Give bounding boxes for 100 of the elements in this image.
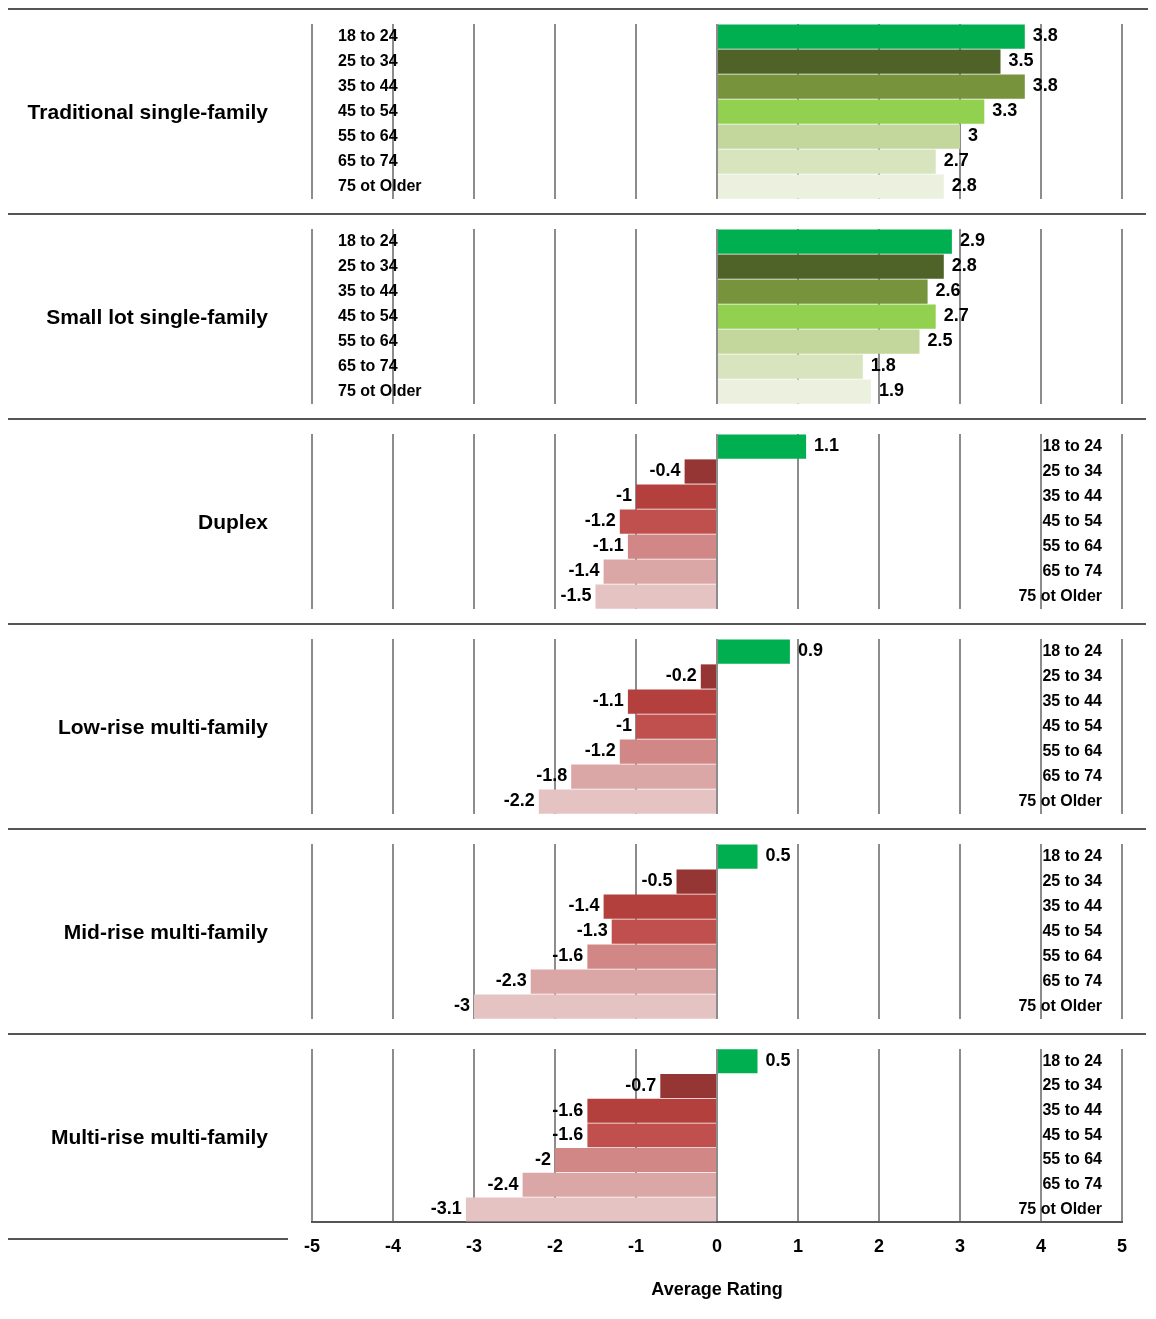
data-label: 2.8 bbox=[951, 175, 977, 196]
bar bbox=[718, 49, 1001, 74]
y-tick-label: 18 to 24 bbox=[338, 231, 398, 249]
y-tick-label: 35 to 44 bbox=[1042, 896, 1103, 914]
data-label: -1.4 bbox=[568, 560, 600, 581]
bar bbox=[718, 124, 960, 149]
y-tick-label: 25 to 34 bbox=[1042, 666, 1103, 684]
data-label: -0.4 bbox=[649, 460, 681, 481]
y-tick-label: 25 to 34 bbox=[1042, 1076, 1103, 1094]
data-label: -1.6 bbox=[552, 1099, 584, 1120]
bar bbox=[718, 329, 920, 354]
y-tick-label: 75 ot Older bbox=[1018, 996, 1102, 1014]
y-tick-label: 55 to 64 bbox=[1042, 741, 1103, 759]
bar bbox=[718, 379, 871, 404]
data-label: 1.1 bbox=[814, 435, 840, 456]
y-tick-label: 35 to 44 bbox=[1042, 691, 1103, 709]
x-tick-label: 5 bbox=[1116, 1235, 1128, 1256]
y-tick-label: 55 to 64 bbox=[1042, 946, 1103, 964]
bar bbox=[718, 304, 936, 329]
data-label: -1.6 bbox=[552, 1124, 584, 1145]
data-label: -1.4 bbox=[568, 895, 600, 916]
data-label: 3.5 bbox=[1008, 50, 1034, 71]
data-label: -1.1 bbox=[592, 690, 624, 711]
data-label: -1.2 bbox=[584, 510, 616, 531]
y-tick-label: 45 to 54 bbox=[338, 101, 398, 119]
x-tick-label: 0 bbox=[711, 1235, 723, 1256]
data-label: 3.8 bbox=[1032, 75, 1058, 96]
x-axis-title: Average Rating bbox=[651, 1279, 783, 1300]
y-tick-label: 65 to 74 bbox=[1042, 1175, 1103, 1193]
x-tick-label: -1 bbox=[627, 1235, 645, 1256]
data-label: -1.6 bbox=[552, 945, 584, 966]
data-label: -2.2 bbox=[503, 790, 535, 811]
y-tick-label: 18 to 24 bbox=[1042, 436, 1103, 454]
data-label: -0.2 bbox=[665, 665, 697, 686]
y-tick-label: 18 to 24 bbox=[1042, 1051, 1103, 1069]
y-tick-label: 35 to 44 bbox=[338, 76, 398, 94]
data-label: 3.3 bbox=[992, 100, 1018, 121]
x-tick-label: 2 bbox=[873, 1235, 885, 1256]
y-tick-label: 25 to 34 bbox=[338, 51, 398, 69]
data-label: -1 bbox=[615, 485, 632, 506]
data-label: 2.9 bbox=[959, 230, 985, 251]
data-label: 2.7 bbox=[943, 305, 969, 326]
y-tick-label: 55 to 64 bbox=[338, 126, 398, 144]
y-tick-label: 55 to 64 bbox=[338, 331, 398, 349]
bar bbox=[718, 254, 944, 279]
x-tick-label: -2 bbox=[546, 1235, 564, 1256]
y-tick-label: 65 to 74 bbox=[1042, 971, 1103, 989]
y-tick-label: 18 to 24 bbox=[338, 26, 398, 44]
data-label: 2.5 bbox=[927, 330, 953, 351]
y-tick-label: 45 to 54 bbox=[1042, 511, 1103, 529]
data-label: 1.9 bbox=[878, 380, 904, 401]
x-tick-label: -4 bbox=[384, 1235, 402, 1256]
data-label: -2.3 bbox=[495, 970, 527, 991]
y-axis-title: Mid-rise multi-family bbox=[63, 919, 268, 944]
y-tick-label: 45 to 54 bbox=[1042, 921, 1103, 939]
y-tick-label: 45 to 54 bbox=[1042, 1125, 1103, 1143]
data-label: -1.8 bbox=[536, 765, 568, 786]
y-tick-label: 75 ot Older bbox=[338, 381, 422, 399]
y-tick-label: 35 to 44 bbox=[1042, 486, 1103, 504]
data-label: -3 bbox=[453, 995, 470, 1016]
bar bbox=[718, 354, 863, 379]
data-label: 2.7 bbox=[943, 150, 969, 171]
data-label: -0.7 bbox=[625, 1075, 657, 1095]
y-tick-label: 55 to 64 bbox=[1042, 1150, 1103, 1168]
y-tick-label: 25 to 34 bbox=[1042, 461, 1103, 479]
data-label: 2.6 bbox=[935, 280, 961, 301]
y-tick-label: 25 to 34 bbox=[338, 256, 398, 274]
data-label: -1.1 bbox=[592, 535, 624, 556]
y-tick-label: 35 to 44 bbox=[1042, 1101, 1103, 1119]
bar bbox=[718, 74, 1025, 99]
y-axis-title: Duplex bbox=[197, 509, 268, 534]
data-label: -3.1 bbox=[430, 1198, 462, 1219]
data-label: -2.4 bbox=[487, 1173, 519, 1194]
bar bbox=[718, 99, 985, 124]
data-label: -1 bbox=[615, 715, 632, 736]
y-tick-label: 75 ot Older bbox=[1018, 1199, 1102, 1217]
data-label: 3.8 bbox=[1032, 25, 1058, 46]
y-axis-title: Small lot single-family bbox=[46, 304, 268, 329]
bar bbox=[718, 149, 936, 174]
data-label: -1.3 bbox=[576, 920, 608, 941]
y-tick-label: 75 ot Older bbox=[338, 176, 422, 194]
bar bbox=[718, 24, 1025, 49]
x-tick-label: 3 bbox=[954, 1235, 966, 1256]
data-label: 0.9 bbox=[797, 640, 823, 661]
bar bbox=[718, 229, 952, 254]
y-tick-label: 65 to 74 bbox=[1042, 766, 1103, 784]
x-tick-label: 4 bbox=[1035, 1235, 1047, 1256]
y-axis-title: Multi-rise multi-family bbox=[50, 1124, 268, 1149]
y-axis-title: Low-rise multi-family bbox=[57, 714, 268, 739]
data-label: 0.5 bbox=[765, 1050, 791, 1071]
y-tick-label: 75 ot Older bbox=[1018, 791, 1102, 809]
bar bbox=[718, 174, 944, 199]
y-tick-label: 55 to 64 bbox=[1042, 536, 1103, 554]
y-tick-label: 18 to 24 bbox=[1042, 641, 1103, 659]
data-label: -1.5 bbox=[560, 585, 592, 606]
y-tick-label: 35 to 44 bbox=[338, 281, 398, 299]
y-tick-label: 45 to 54 bbox=[1042, 716, 1103, 734]
x-tick-label: -3 bbox=[465, 1235, 483, 1256]
y-tick-label: 75 ot Older bbox=[1018, 586, 1102, 604]
data-label: -0.5 bbox=[641, 870, 673, 891]
